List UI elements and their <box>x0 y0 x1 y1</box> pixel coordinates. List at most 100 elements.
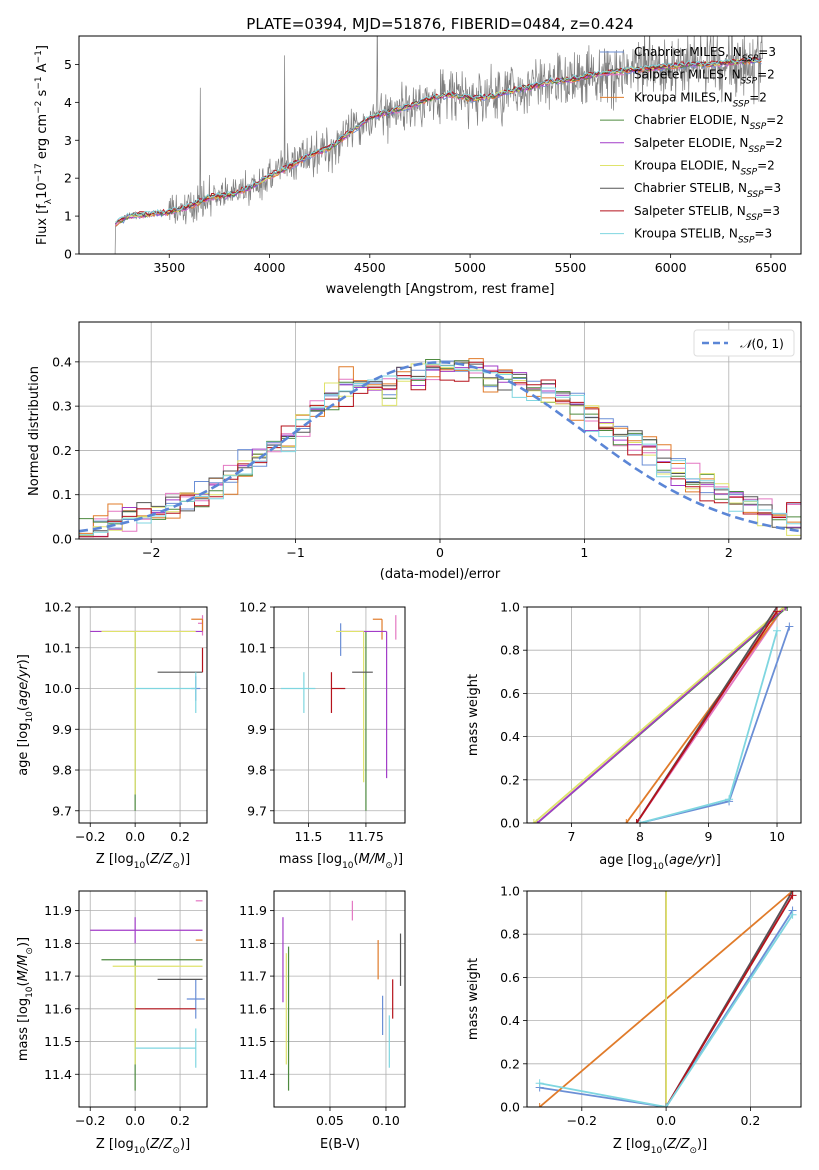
y-tick-label: 0.4 <box>500 729 520 744</box>
axes-age-mass: 11.5 11.75 9.7 9.8 9.9 10.0 10.1 10.2 <box>239 600 406 844</box>
x-tick-label: −2 <box>142 545 160 560</box>
y-tick-label: 2 <box>64 171 72 186</box>
x-tick-label: 8 <box>636 829 644 844</box>
x-tick-label: 0.2 <box>170 829 190 844</box>
weight-marker <box>662 891 671 895</box>
weight-line <box>635 610 778 823</box>
y-tick-label: 0.2 <box>500 772 520 787</box>
axes-frame <box>78 890 208 1108</box>
axes-age-Z: −0.2 0.0 0.2 9.7 9.8 9.9 10.0 10.1 10.2 <box>44 600 208 844</box>
y-tick-label: 0.0 <box>500 816 520 831</box>
axes-frame <box>78 35 802 255</box>
y-tick-label: 0.3 <box>52 399 72 414</box>
x-tick-label: −0.2 <box>75 829 105 844</box>
y-tick-label: 0.0 <box>500 1100 520 1115</box>
legend-item: Salpeter STELIB, NSSP=3 <box>634 204 780 223</box>
x-tick-label: −0.2 <box>567 1113 597 1128</box>
y-tick-label: 9.7 <box>247 803 267 818</box>
legend-item: Chabrier MILES, NSSP=3 <box>634 45 776 64</box>
y-tick-label: 10.2 <box>44 600 72 615</box>
y-tick-label: 1 <box>64 209 72 224</box>
y-tick-label: 10.0 <box>239 681 267 696</box>
legend-item: Chabrier STELIB, NSSP=3 <box>634 181 781 200</box>
grid-age-Z <box>79 606 207 823</box>
legend-item: Kroupa MILES, NSSP=2 <box>634 90 767 109</box>
y-tick-label: 0.0 <box>52 532 72 547</box>
x-tick-label: 4000 <box>254 260 286 275</box>
x-tick-label: 3500 <box>153 260 185 275</box>
y-axis-label: mass weight <box>466 958 481 1040</box>
y-tick-label: 0.8 <box>500 643 520 658</box>
x-tick-label: 9 <box>705 829 713 844</box>
axes-residuals: −2 −1 0 1 2 0.0 0.1 0.2 0.3 0.4 <box>52 321 802 560</box>
plot-area-spectrum <box>114 36 763 254</box>
x-axis-label: mass [log10(M/M⊙)] <box>279 852 403 871</box>
normal-curve <box>79 360 801 533</box>
grid-residuals <box>79 322 801 540</box>
plot-area-age-Z <box>90 615 204 811</box>
y-tick-label: 9.7 <box>52 803 72 818</box>
plot-area-mass-EBV <box>282 900 402 1091</box>
y-tick-label: 0.2 <box>52 443 72 458</box>
x-tick-label: 2 <box>725 545 733 560</box>
model-line <box>115 57 762 224</box>
axes-frame <box>273 606 406 824</box>
axes-weight-Z: −0.2 0.0 0.2 0.0 0.2 0.4 0.6 0.8 1.0 <box>500 884 802 1128</box>
y-tick-label: 1.0 <box>500 884 520 899</box>
x-tick-label: 10 <box>769 829 785 844</box>
weight-marker <box>529 819 538 823</box>
x-tick-label: 5000 <box>454 260 486 275</box>
x-tick-label: 0.10 <box>372 1113 400 1128</box>
legend-box <box>693 329 795 357</box>
y-axis-label: Flux [fλ10−17 erg cm−2 s−1 A−1] <box>34 45 54 245</box>
x-tick-label: 4500 <box>354 260 386 275</box>
y-tick-label: 11.6 <box>44 1001 72 1016</box>
y-tick-label: 1.0 <box>500 600 520 615</box>
weight-marker <box>535 1079 544 1088</box>
x-axis-label: (data-model)/error <box>380 567 501 582</box>
legend-item: Chabrier ELODIE, NSSP=2 <box>634 113 784 132</box>
axes-frame <box>273 890 406 1108</box>
legend-item: Salpeter MILES, NSSP=2 <box>634 68 775 87</box>
weight-marker <box>773 607 782 616</box>
y-tick-label: 10.1 <box>239 640 267 655</box>
x-axis-label: age [log10(age/yr)] <box>599 853 721 872</box>
y-tick-label: 10.1 <box>44 640 72 655</box>
axes-frame <box>78 321 802 540</box>
histogram-step <box>79 363 801 536</box>
weight-line <box>536 607 787 823</box>
axes-mass-EBV: 0.05 0.10 11.4 11.5 11.6 11.7 11.8 11.9 <box>239 890 406 1128</box>
x-tick-label: 6000 <box>655 260 687 275</box>
y-tick-label: 11.5 <box>239 1034 267 1049</box>
y-tick-label: 0.4 <box>500 1013 520 1028</box>
histogram-step <box>79 359 801 525</box>
y-tick-label: 9.9 <box>52 722 72 737</box>
weight-marker <box>785 622 794 631</box>
y-tick-label: 11.4 <box>239 1067 267 1082</box>
y-tick-label: 11.8 <box>44 936 72 951</box>
x-axis-label: E(B-V) <box>320 1137 360 1152</box>
chart-title: PLATE=0394, MJD=51876, FIBERID=0484, z=0… <box>246 15 633 33</box>
y-tick-label: 9.9 <box>247 722 267 737</box>
y-tick-label: 11.7 <box>44 969 72 984</box>
y-tick-label: 0.2 <box>500 1056 520 1071</box>
x-tick-label: −0.2 <box>75 1113 105 1128</box>
plot-area-mass-Z <box>90 900 205 1091</box>
y-axis-label: Normed distribution <box>27 366 42 496</box>
weight-marker <box>535 1103 544 1107</box>
x-tick-label: 0.2 <box>740 1113 760 1128</box>
x-tick-label: 0.2 <box>170 1113 190 1128</box>
y-tick-label: 0.6 <box>500 970 520 985</box>
plot-area-weight-age <box>529 607 794 823</box>
weight-marker <box>779 607 788 611</box>
y-tick-label: 9.8 <box>52 763 72 778</box>
x-tick-label: 7 <box>568 829 576 844</box>
legend-item: Kroupa STELIB, NSSP=3 <box>634 227 772 246</box>
axes-spectrum: 3500 4000 4500 5000 5500 6000 6500 0 1 2 3 4 5 <box>64 35 802 275</box>
weight-line <box>625 607 785 823</box>
legend-item: Salpeter ELODIE, NSSP=2 <box>634 136 783 155</box>
y-axis-label: mass weight <box>466 674 481 756</box>
y-tick-label: 11.4 <box>44 1067 72 1082</box>
y-tick-label: 10.0 <box>44 681 72 696</box>
